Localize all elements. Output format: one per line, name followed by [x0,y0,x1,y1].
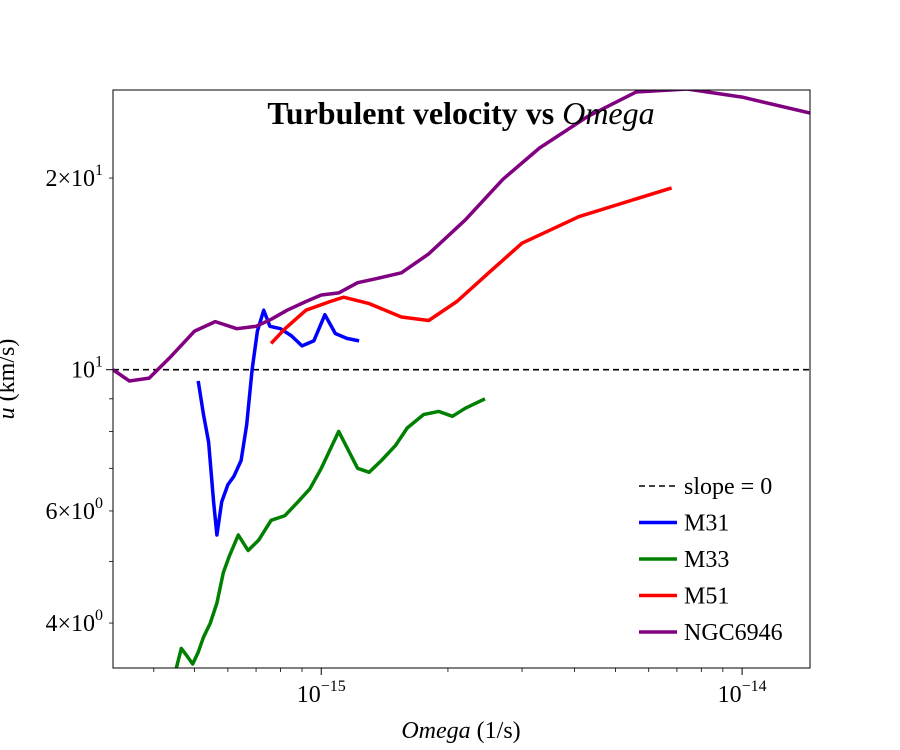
y-tick-label: 6×100 [45,495,103,525]
y-tick-label-mantissa: 4×10 [45,611,95,637]
x-tick-label-exponent: −15 [321,678,346,695]
x-tick-label: 10−14 [718,678,767,708]
series-line-m51 [269,186,673,345]
y-tick-label-base: 10 [71,358,95,384]
x-axis-label: Omega (1/s) [401,718,520,744]
x-axis-label-italic: Omega [401,718,470,744]
chart-title-main: Turbulent velocity vs [267,95,562,131]
x-tick-label-exponent: −14 [742,678,767,695]
y-axis-label: u (km/s) [0,339,20,420]
y-axis-label-italic: u [0,407,20,419]
x-tick-label: 10−15 [297,678,346,708]
chart-title: Turbulent velocity vs Omega [267,95,654,131]
legend-label: slope = 0 [684,474,772,500]
chart-title-italic: Omega [562,95,654,131]
y-tick-label-mantissa: 6×10 [45,499,95,525]
y-tick-label-exponent: 1 [95,162,103,179]
series-line-m31 [196,308,360,537]
x-axis: 10−15 10−14 [297,668,767,708]
y-tick-label-exponent: 0 [95,495,103,512]
legend-label: M51 [684,584,729,610]
y-tick-label: 2×101 [45,162,103,192]
series-line-m33 [174,397,486,668]
minor-ticks [109,177,724,672]
legend-label: NGC6946 [684,620,783,646]
series-lines [113,90,810,668]
x-axis-label-unit: (1/s) [471,718,521,744]
series-line-ngc6946 [113,90,810,383]
x-tick-label-base: 10 [297,682,321,708]
legend-label: M33 [684,547,729,573]
y-axis-label-unit: (km/s) [0,339,20,408]
y-tick-label: 4×100 [45,607,103,637]
y-tick-label-exponent: 1 [95,354,103,371]
plot-frame [112,89,811,669]
plot-background [113,90,810,668]
y-tick-label-exponent: 0 [95,607,103,624]
legend-label: M31 [684,511,729,537]
y-tick-label-mantissa: 2×10 [45,166,95,192]
x-tick-label-base: 10 [718,682,742,708]
y-tick-label: 101 [71,354,103,384]
plot-area [113,90,810,668]
legend: slope = 0 M31 M33 M51 NGC6946 [639,474,783,646]
